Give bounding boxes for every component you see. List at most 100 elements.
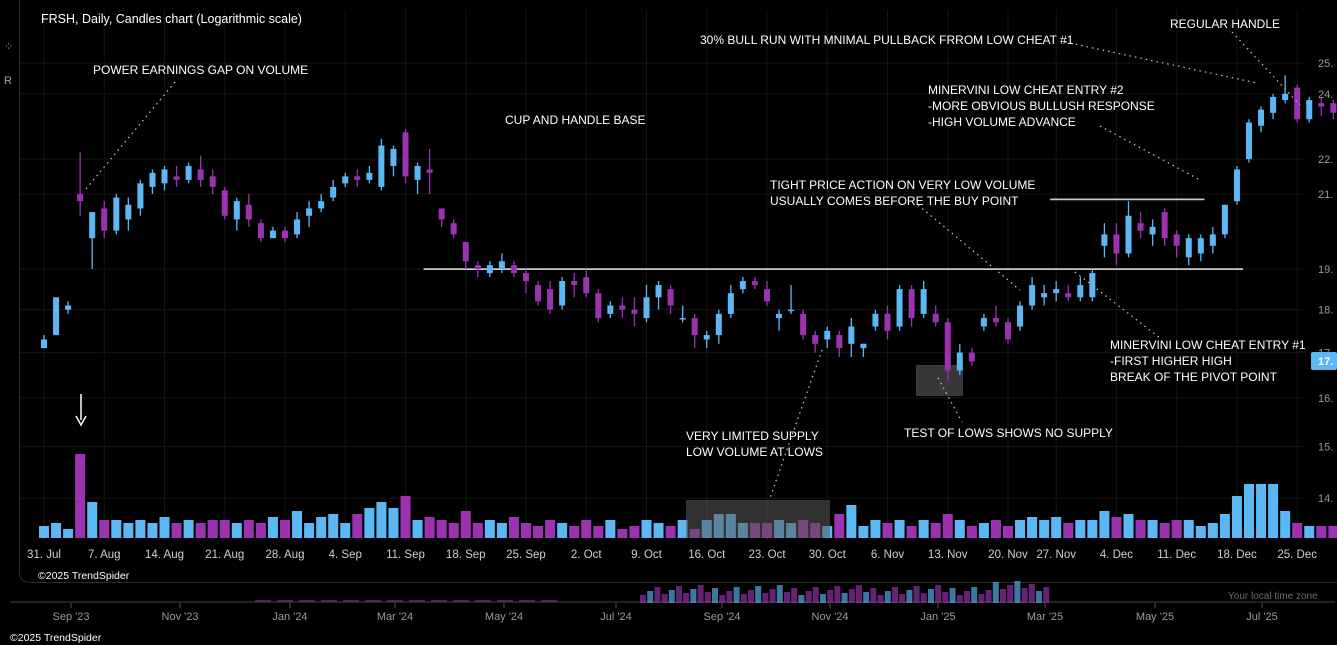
candle[interactable] bbox=[968, 348, 975, 366]
candle[interactable] bbox=[1318, 96, 1325, 117]
candle[interactable] bbox=[595, 289, 602, 323]
candle[interactable] bbox=[233, 197, 240, 231]
candle[interactable] bbox=[486, 261, 493, 278]
candle[interactable] bbox=[173, 165, 180, 187]
candle[interactable] bbox=[776, 309, 783, 331]
candle[interactable] bbox=[221, 186, 228, 220]
candle[interactable] bbox=[77, 152, 84, 216]
candle[interactable] bbox=[764, 281, 770, 306]
candle[interactable] bbox=[330, 179, 337, 202]
candle[interactable] bbox=[1149, 219, 1156, 246]
candle[interactable] bbox=[245, 194, 252, 227]
candle[interactable] bbox=[366, 165, 373, 184]
candle[interactable] bbox=[631, 297, 638, 327]
candle[interactable] bbox=[1089, 269, 1096, 302]
candle[interactable] bbox=[679, 305, 686, 323]
candle[interactable] bbox=[836, 330, 843, 357]
candle[interactable] bbox=[113, 194, 120, 235]
candle[interactable] bbox=[812, 330, 819, 353]
candle[interactable] bbox=[667, 285, 674, 314]
candle[interactable] bbox=[1017, 301, 1024, 331]
candle[interactable] bbox=[655, 281, 662, 310]
candle[interactable] bbox=[438, 208, 445, 227]
candle[interactable] bbox=[1065, 285, 1072, 302]
candle[interactable] bbox=[306, 201, 313, 227]
candle[interactable] bbox=[1258, 106, 1265, 133]
candle[interactable] bbox=[209, 169, 216, 195]
candle[interactable] bbox=[1161, 208, 1168, 246]
candle[interactable] bbox=[1221, 204, 1228, 239]
candle[interactable] bbox=[1113, 223, 1120, 266]
candle[interactable] bbox=[101, 201, 108, 239]
candle[interactable] bbox=[944, 318, 951, 380]
candle[interactable] bbox=[559, 277, 566, 310]
candle[interactable] bbox=[1246, 119, 1252, 163]
candle[interactable] bbox=[89, 212, 96, 270]
side-toolbar-letter[interactable]: R bbox=[4, 75, 12, 87]
candle[interactable] bbox=[414, 162, 421, 195]
candle[interactable] bbox=[1294, 84, 1301, 123]
candle[interactable] bbox=[920, 281, 927, 319]
candle[interactable] bbox=[1197, 234, 1204, 262]
candle[interactable] bbox=[294, 212, 301, 239]
candle[interactable] bbox=[848, 318, 855, 357]
candle[interactable] bbox=[739, 277, 746, 294]
candle[interactable] bbox=[932, 305, 939, 327]
candle[interactable] bbox=[1233, 165, 1240, 205]
candle[interactable] bbox=[378, 138, 385, 191]
candle[interactable] bbox=[197, 155, 204, 187]
candle[interactable] bbox=[354, 169, 361, 187]
candle[interactable] bbox=[125, 197, 132, 231]
candle[interactable] bbox=[1270, 93, 1277, 120]
candle[interactable] bbox=[908, 285, 915, 327]
candle[interactable] bbox=[992, 305, 999, 327]
candle[interactable] bbox=[872, 309, 879, 331]
candle[interactable] bbox=[342, 172, 349, 187]
candle[interactable] bbox=[523, 269, 529, 294]
candle[interactable] bbox=[185, 162, 192, 184]
candle[interactable] bbox=[547, 281, 554, 314]
candle[interactable] bbox=[1306, 96, 1313, 123]
candle[interactable] bbox=[643, 285, 650, 323]
candle[interactable] bbox=[788, 285, 795, 314]
candle[interactable] bbox=[426, 148, 433, 195]
candle[interactable] bbox=[571, 273, 578, 298]
candle[interactable] bbox=[510, 261, 517, 278]
candle[interactable] bbox=[269, 226, 276, 239]
candle[interactable] bbox=[1209, 226, 1216, 254]
candle[interactable] bbox=[257, 219, 264, 242]
candle[interactable] bbox=[884, 305, 891, 340]
candle[interactable] bbox=[450, 219, 457, 239]
candle[interactable] bbox=[860, 343, 867, 357]
local-time-label[interactable]: Your local time zone bbox=[1228, 591, 1318, 602]
candle[interactable] bbox=[715, 309, 722, 344]
candle[interactable] bbox=[462, 241, 469, 270]
candle[interactable] bbox=[583, 269, 590, 298]
candle[interactable] bbox=[703, 330, 710, 349]
candle[interactable] bbox=[691, 313, 698, 349]
candle[interactable] bbox=[1125, 201, 1132, 258]
candle[interactable] bbox=[824, 326, 831, 349]
candle[interactable] bbox=[896, 285, 903, 331]
candle[interactable] bbox=[800, 309, 807, 340]
candle[interactable] bbox=[137, 179, 144, 216]
candle[interactable] bbox=[282, 226, 288, 242]
candle[interactable] bbox=[980, 313, 987, 331]
candle[interactable] bbox=[1053, 281, 1060, 302]
candle[interactable] bbox=[956, 343, 963, 375]
candle[interactable] bbox=[402, 129, 409, 184]
candle[interactable] bbox=[727, 285, 734, 319]
candle[interactable] bbox=[1029, 277, 1036, 310]
candle[interactable] bbox=[65, 301, 72, 314]
candle[interactable] bbox=[751, 277, 758, 290]
candle[interactable] bbox=[149, 169, 156, 195]
candle[interactable] bbox=[1330, 100, 1337, 120]
candle[interactable] bbox=[1137, 212, 1144, 239]
candle[interactable] bbox=[607, 301, 614, 319]
candle[interactable] bbox=[498, 253, 505, 274]
candle[interactable] bbox=[474, 261, 481, 278]
candle[interactable] bbox=[41, 335, 47, 349]
candle[interactable] bbox=[53, 297, 60, 336]
candle[interactable] bbox=[1185, 234, 1192, 266]
